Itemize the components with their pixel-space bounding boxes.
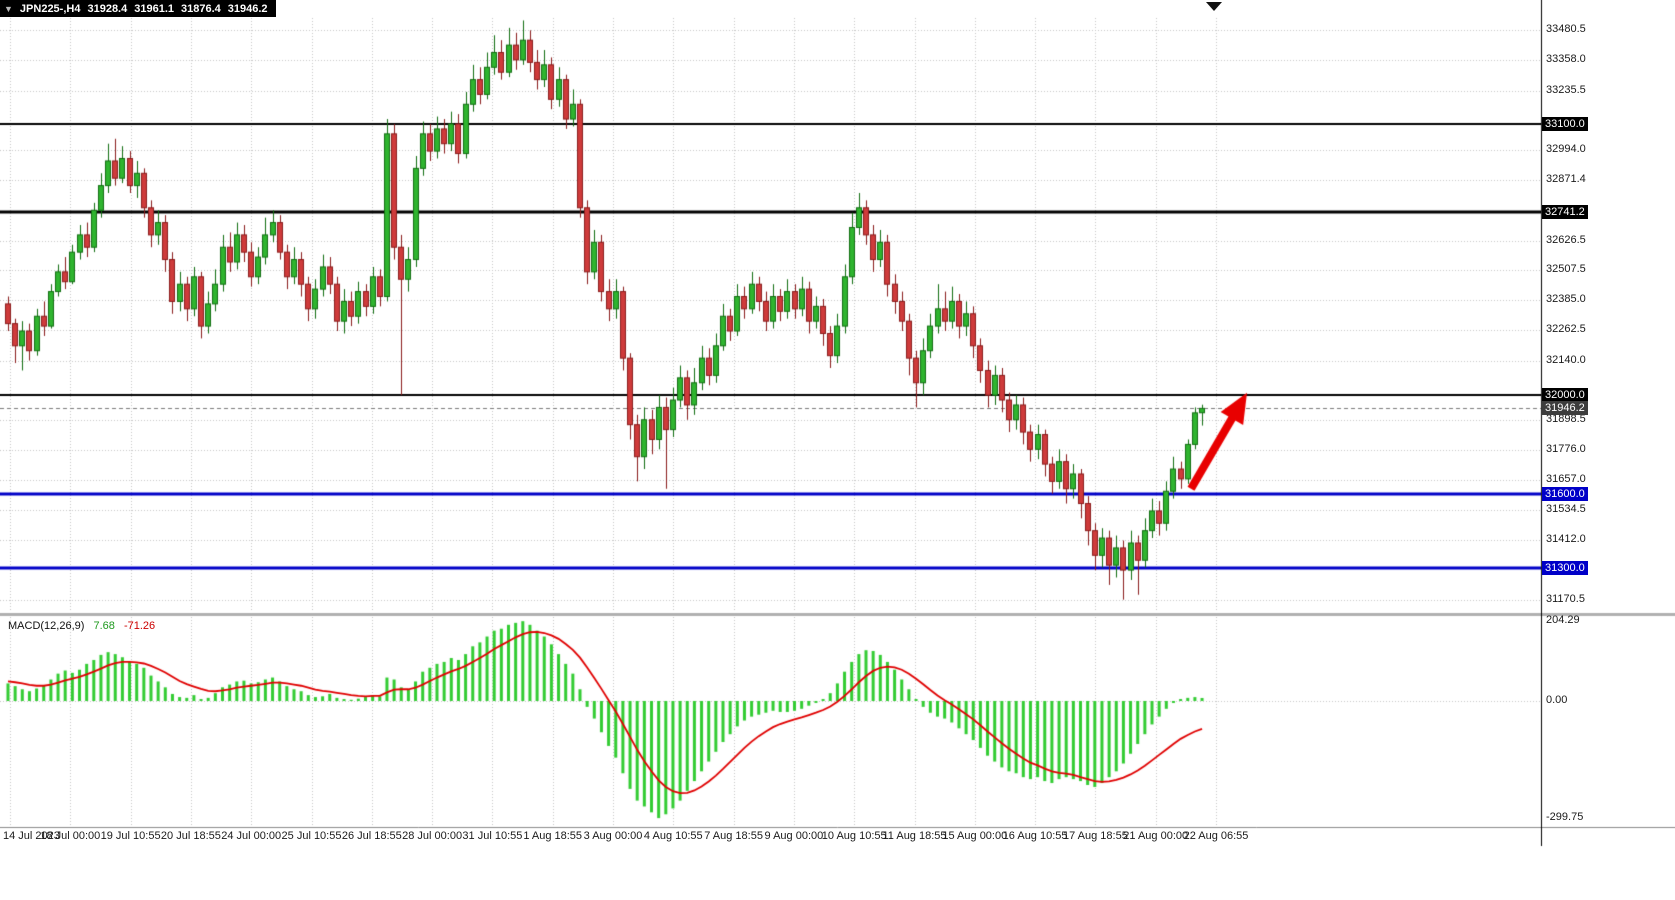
macd-name: MACD(12,26,9) [8, 620, 85, 632]
ohlc-close-value: 31946.2 [227, 2, 268, 15]
ohlc-low-value: 31876.4 [181, 2, 221, 15]
ohlc-high-value: 31961.1 [134, 2, 174, 15]
macd-indicator-label: MACD(12,26,9) 7.68 -71.26 [8, 620, 155, 632]
chart-shift-marker-icon[interactable] [1206, 2, 1222, 11]
collapse-arrow-icon[interactable]: ▼ [4, 3, 13, 14]
symbol-title-box: ▼ JPN225-,H4 31928.4 31961.1 31876.4 319… [0, 0, 276, 17]
ohlc-open-value: 31928.4 [87, 2, 128, 15]
macd-main-value: 7.68 [93, 620, 115, 632]
symbol-timeframe-label: JPN225-,H4 [19, 2, 81, 15]
macd-signal-value: -71.26 [123, 620, 156, 632]
